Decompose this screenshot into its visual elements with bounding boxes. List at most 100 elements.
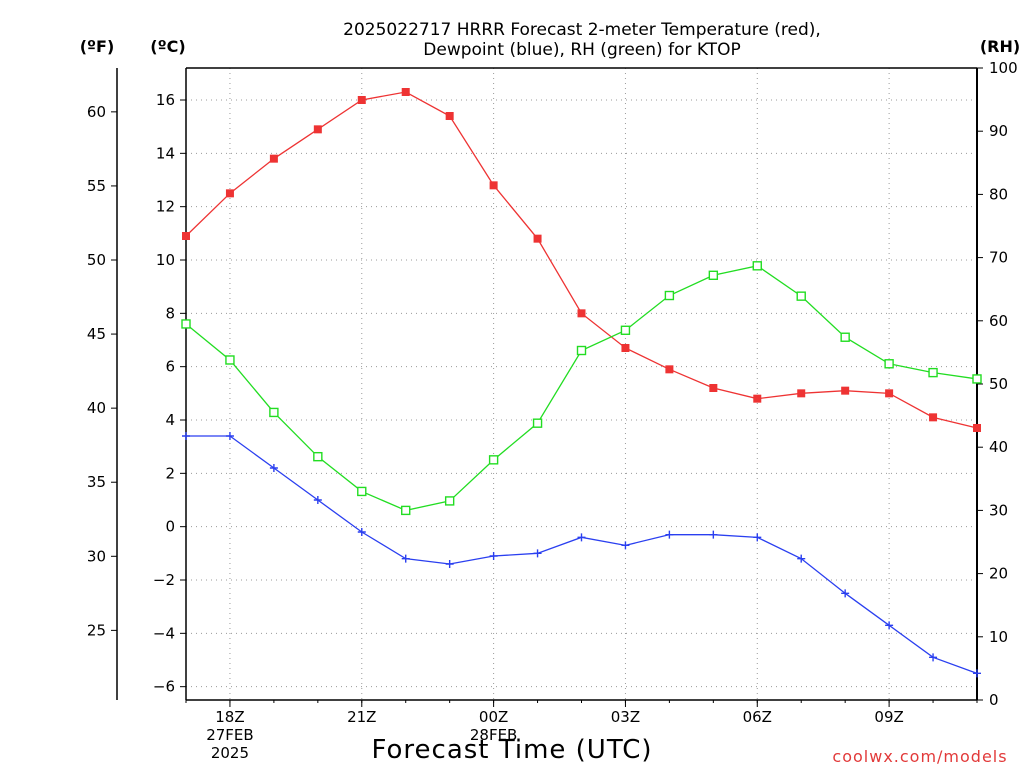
dewpoint-point — [797, 554, 806, 563]
rh-point — [840, 332, 850, 342]
temperature-point — [533, 234, 542, 243]
x-tick-label: 06Z — [743, 708, 772, 726]
celsius-tick-label: 8 — [165, 304, 175, 322]
dewpoint-point — [753, 533, 762, 542]
dewpoint-point — [577, 533, 586, 542]
dewpoint-series-line — [186, 435, 978, 674]
fahrenheit-tick-label: 40 — [87, 399, 106, 417]
rh-point — [181, 319, 191, 329]
rh-tick-label: 90 — [989, 122, 1008, 140]
dewpoint-point — [973, 669, 981, 678]
grid — [186, 68, 977, 700]
series — [181, 88, 982, 678]
dewpoint-point — [709, 530, 718, 539]
rh-point — [444, 496, 455, 506]
fahrenheit-tick-label: 45 — [87, 325, 106, 343]
temperature-point — [401, 88, 410, 96]
rh-point — [488, 455, 499, 465]
source-credit: coolwx.com/models — [832, 747, 1007, 766]
axes: 1614121086420−2−4−6605550454035302510090… — [87, 59, 1018, 762]
temperature-point — [973, 424, 981, 432]
x-tick-label: 18Z — [215, 708, 244, 726]
rh-point — [928, 367, 938, 378]
rh-tick-label: 60 — [989, 312, 1008, 330]
celsius-tick-label: −6 — [153, 678, 175, 696]
dewpoint-point — [929, 653, 938, 662]
rh-point — [401, 505, 411, 516]
temperature-point — [269, 154, 278, 163]
dewpoint-point — [841, 589, 850, 598]
temperature-point — [841, 386, 850, 395]
x-tick-label: 28FEB — [470, 726, 517, 744]
temperature-point — [753, 394, 762, 403]
fahrenheit-tick-label: 50 — [87, 251, 106, 269]
x-axis-label: Forecast Time (UTC) — [371, 735, 652, 765]
chart-title-line-1: 2025022717 HRRR Forecast 2-meter Tempera… — [343, 20, 821, 40]
celsius-tick-label: 6 — [165, 358, 175, 376]
rh-point — [884, 359, 894, 369]
rh-tick-label: 10 — [989, 628, 1008, 646]
temperature-point — [885, 389, 894, 398]
fahrenheit-tick-label: 30 — [87, 547, 106, 565]
celsius-unit-label: (ºC) — [150, 37, 185, 56]
dewpoint-point — [313, 496, 322, 504]
x-tick-label: 2025 — [211, 744, 249, 762]
fahrenheit-tick-label: 35 — [87, 473, 106, 491]
x-tick-label: 09Z — [874, 708, 903, 726]
fahrenheit-unit-label: (ºF) — [80, 37, 115, 56]
rh-tick-label: 30 — [989, 501, 1008, 519]
rh-point — [576, 345, 587, 356]
rh-tick-label: 70 — [989, 249, 1008, 267]
temperature-point — [577, 309, 586, 318]
x-tick-label: 00Z — [479, 708, 508, 726]
rh-tick-label: 0 — [989, 691, 999, 709]
rh-point — [796, 291, 806, 301]
chart-title-line-2: Dewpoint (blue), RH (green) for KTOP — [423, 40, 740, 60]
rh-point — [313, 451, 323, 462]
rh-tick-label: 20 — [989, 565, 1008, 583]
rh-point — [620, 325, 631, 335]
dewpoint-point — [533, 549, 542, 558]
rh-point — [532, 418, 543, 428]
temperature-point — [665, 365, 674, 374]
celsius-tick-label: 0 — [165, 518, 175, 536]
x-tick-label: 21Z — [347, 708, 376, 726]
rh-point — [664, 290, 675, 301]
rh-point — [269, 407, 279, 418]
dewpoint-point — [269, 464, 278, 472]
x-tick-label: 03Z — [611, 708, 640, 726]
dewpoint-point — [621, 541, 630, 550]
rh-point — [972, 374, 982, 384]
dewpoint-point — [401, 554, 410, 563]
dewpoint-point — [885, 621, 894, 630]
temperature-point — [489, 181, 498, 190]
temperature-point — [709, 384, 718, 392]
celsius-tick-label: 16 — [156, 91, 175, 109]
rh-tick-label: 40 — [989, 438, 1008, 456]
fahrenheit-tick-label: 60 — [87, 103, 106, 121]
x-tick-label: 27FEB — [206, 726, 253, 744]
fahrenheit-tick-label: 25 — [87, 621, 106, 639]
dewpoint-point — [489, 552, 498, 560]
rh-point — [357, 486, 367, 497]
celsius-tick-label: 10 — [156, 251, 175, 269]
rh-unit-label: (RH) — [980, 37, 1020, 56]
dewpoint-point — [182, 432, 190, 440]
temperature-point — [182, 232, 190, 240]
temperature-point — [225, 189, 234, 198]
celsius-tick-label: 2 — [165, 464, 175, 482]
dewpoint-point — [445, 560, 454, 568]
rh-point — [225, 355, 235, 365]
temperature-point — [357, 96, 366, 104]
rh-point — [752, 261, 762, 271]
rh-point — [708, 270, 719, 280]
temperature-point — [445, 112, 454, 120]
celsius-tick-label: 4 — [165, 411, 175, 429]
temperature-point — [929, 413, 938, 422]
fahrenheit-tick-label: 55 — [87, 177, 106, 195]
celsius-tick-label: −2 — [153, 571, 175, 589]
celsius-tick-label: −4 — [153, 624, 175, 642]
rh-tick-label: 50 — [989, 375, 1008, 393]
temperature-point — [621, 344, 630, 352]
